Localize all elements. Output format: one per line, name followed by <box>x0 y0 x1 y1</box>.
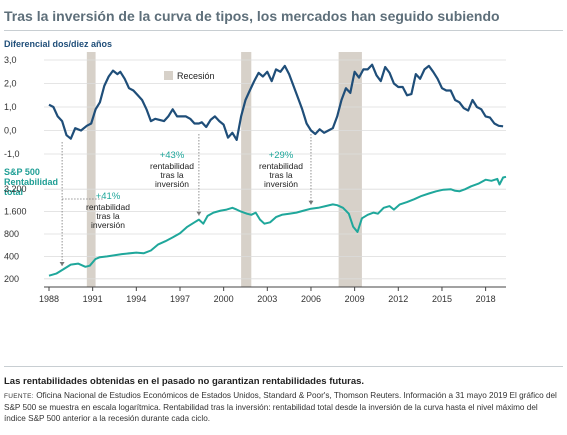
recession-band-1 <box>86 52 96 287</box>
x-tick-label: 2003 <box>257 294 277 304</box>
annotation-line2: tras la <box>96 211 119 221</box>
x-tick-label: 2018 <box>476 294 496 304</box>
sp500-tick-label: 200 <box>4 274 19 284</box>
sp500-axis-label-line1: S&P 500 <box>4 167 40 177</box>
x-tick-label: 2009 <box>345 294 365 304</box>
spread-tick-label: 2,0 <box>4 79 17 89</box>
x-tick-label: 2015 <box>432 294 452 304</box>
x-tick-label: 2000 <box>214 294 234 304</box>
sp500-axis-label-line3: total <box>4 187 23 197</box>
x-tick-label: 2006 <box>301 294 321 304</box>
annotation-pct: +43% <box>160 150 185 161</box>
x-tick-label: 1997 <box>170 294 190 304</box>
sp500-tick-label: 1.600 <box>4 207 27 217</box>
x-tick-label: 1988 <box>39 294 59 304</box>
annotation-pct: +29% <box>269 150 294 161</box>
chart-title: Tras la inversión de la curva de tipos, … <box>4 8 500 24</box>
recession-bands <box>86 52 362 287</box>
title-divider <box>4 30 563 31</box>
annotation-line3: inversión <box>155 179 189 189</box>
spread-tick-label: -1,0 <box>4 149 20 159</box>
x-tick-label: 1991 <box>83 294 103 304</box>
source-note: FUENTE: Oficina Nacional de Estudios Eco… <box>4 390 560 424</box>
annotation-arrowhead <box>59 261 65 266</box>
x-axis-ticks: 1988 1991 1994 1997 2000 2003 2006 2009 2012 2015… <box>39 287 496 304</box>
annotation-line2: tras la <box>269 170 292 180</box>
legend: Recesión <box>164 71 215 81</box>
spread-series-line <box>48 63 504 141</box>
source-label: FUENTE: <box>4 393 34 400</box>
gridlines <box>44 59 506 280</box>
annotation-arrowhead <box>196 211 202 216</box>
sp500-tick-label: 400 <box>4 251 19 261</box>
annotation-line1: rentabilidad <box>150 161 194 171</box>
annotation-line3: inversión <box>264 179 298 189</box>
source-text: Oficina Nacional de Estudios Económicos … <box>4 391 557 423</box>
annotation-line1: rentabilidad <box>259 161 303 171</box>
recession-band-2 <box>241 52 252 287</box>
sp500-axis-ticks: 3.200 1.600 800 400 200 <box>4 184 27 284</box>
recession-band-3 <box>338 52 362 287</box>
spread-tick-label: 0,0 <box>4 126 17 136</box>
sp500-axis-label-line2: Rentabilidad <box>4 177 58 187</box>
spread-axis-ticks: 3,0 2,0 1,0 0,0 -1,0 <box>4 55 20 159</box>
spread-tick-label: 3,0 <box>4 55 17 65</box>
chart-canvas: Diferencial dos/diez años 3,0 2,0 1,0 0,0 -1… <box>4 39 507 304</box>
spread-tick-label: 1,0 <box>4 102 17 112</box>
annotation-line3: inversión <box>91 220 125 230</box>
sp500-tick-label: 800 <box>4 229 19 239</box>
legend-swatch-recession <box>164 71 173 80</box>
x-tick-label: 2012 <box>388 294 408 304</box>
legend-label-recession: Recesión <box>177 71 215 81</box>
annotation-line1: rentabilidad <box>86 202 130 212</box>
spread-axis-label: Diferencial dos/diez años <box>4 39 112 49</box>
annotation-arrowhead <box>308 200 314 205</box>
footer-divider <box>4 366 563 367</box>
disclaimer-text: Las rentabilidades obtenidas en el pasad… <box>4 376 365 387</box>
sp500-tick-label: 3.200 <box>4 184 27 194</box>
sp500-series-line <box>48 175 507 277</box>
x-tick-label: 1994 <box>126 294 146 304</box>
annotation-line2: tras la <box>160 170 183 180</box>
annotation-pct: +41% <box>96 191 121 202</box>
